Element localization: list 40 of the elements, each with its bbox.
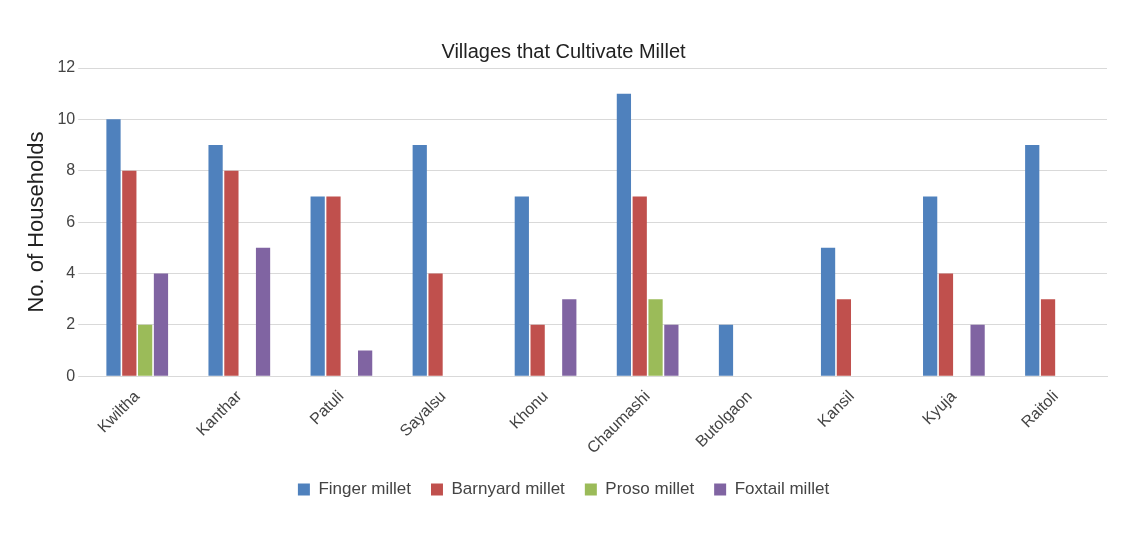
legend-label: Finger millet (318, 479, 412, 499)
bar (820, 247, 836, 376)
bar (632, 196, 647, 376)
bar (718, 324, 734, 376)
y-tick-label: 0 (66, 366, 76, 384)
y-tick-label: 8 (66, 161, 76, 179)
bar (208, 145, 223, 376)
bar (616, 93, 632, 376)
bar (923, 196, 938, 376)
chart-title: Villages that Cultivate Millet (441, 39, 687, 62)
bar (310, 196, 325, 376)
bar (648, 299, 663, 376)
bar (224, 170, 239, 376)
bar (1025, 145, 1040, 376)
y-tick-label: 4 (66, 263, 76, 281)
legend-label: Barnyard millet (451, 479, 566, 499)
y-tick-label: 12 (57, 58, 76, 76)
bar (938, 273, 954, 376)
bar (836, 299, 852, 376)
bar (358, 350, 373, 376)
legend-label: Foxtail millet (734, 479, 830, 499)
bar (138, 324, 153, 376)
y-tick-label: 2 (66, 315, 76, 333)
bar (562, 299, 577, 376)
bar (664, 324, 679, 376)
bar (255, 247, 271, 376)
legend-label: Proso millet (605, 479, 695, 499)
bar (428, 273, 443, 376)
bar (153, 273, 169, 376)
bar (1040, 299, 1056, 376)
bar (106, 119, 121, 376)
bar (412, 145, 427, 376)
bar (970, 324, 985, 376)
bar (122, 170, 137, 376)
bar (326, 196, 341, 376)
bar (530, 324, 545, 376)
y-tick-label: 10 (57, 109, 76, 127)
bar (514, 196, 529, 376)
y-axis-title: No. of Households (23, 131, 49, 313)
y-tick-label: 6 (66, 212, 76, 230)
